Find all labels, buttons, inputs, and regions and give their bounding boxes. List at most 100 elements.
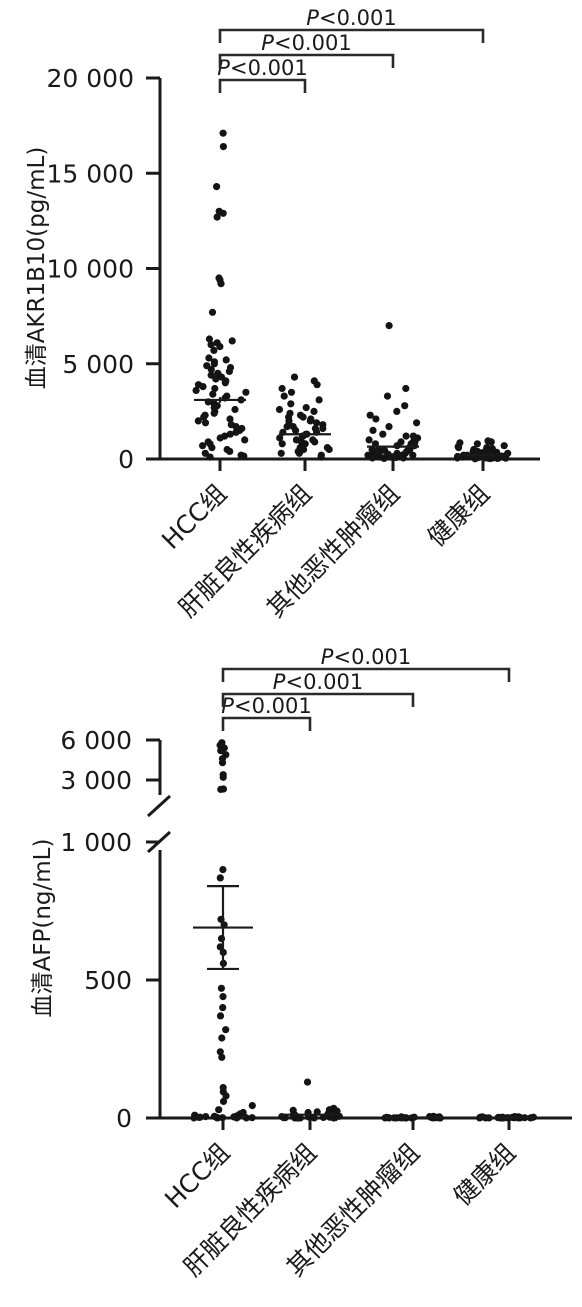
akr1b10-chart: 0 5 000 10 000 15 000 20 000 血清AKR1B10(pg/mL)…	[24, 6, 540, 623]
data-point	[217, 747, 225, 755]
data-point	[219, 1097, 228, 1105]
significance-bracket	[221, 667, 511, 682]
data-point	[294, 1114, 302, 1122]
data-point	[201, 419, 210, 427]
data-point	[287, 400, 295, 408]
data-point	[242, 1114, 250, 1122]
data-point	[216, 434, 224, 442]
data-point	[310, 407, 318, 415]
y-tick-label: 15 000	[47, 159, 134, 188]
data-point	[218, 1034, 226, 1042]
data-point	[302, 404, 310, 412]
data-point	[209, 390, 217, 398]
data-point	[281, 1114, 289, 1122]
data-point	[217, 984, 225, 992]
y-tick-label: 5 000	[62, 350, 134, 379]
p-value-rest: <0.001	[333, 645, 411, 669]
data-point	[226, 430, 234, 438]
data-point	[248, 1102, 256, 1110]
data-point	[218, 1053, 226, 1061]
data-point	[402, 384, 410, 393]
data-point	[310, 1114, 318, 1122]
data-point	[213, 213, 221, 221]
data-point	[319, 424, 327, 433]
data-point	[290, 373, 299, 381]
data-point	[217, 280, 225, 288]
data-point	[210, 409, 218, 417]
data-point	[401, 402, 409, 410]
data-point	[298, 438, 306, 446]
data-point	[402, 432, 410, 440]
data-point	[219, 866, 227, 874]
data-point	[315, 396, 323, 404]
data-point	[216, 1048, 224, 1056]
data-point	[311, 438, 319, 446]
data-point	[376, 453, 384, 461]
data-point	[323, 444, 331, 452]
data-point	[276, 434, 284, 442]
data-point	[364, 451, 372, 459]
data-point	[200, 413, 208, 421]
significance-bracket	[218, 78, 307, 93]
data-point	[232, 428, 240, 436]
data-point	[295, 449, 303, 457]
y-axis-label: 血清AFP(ng/mL)	[30, 839, 56, 1018]
data-point	[202, 1113, 210, 1121]
y-tick-label: 500	[84, 966, 132, 995]
data-point	[225, 367, 233, 375]
data-point	[207, 365, 215, 374]
data-point	[212, 375, 220, 383]
data-point	[379, 430, 387, 438]
p-value-rest: <0.001	[274, 31, 352, 55]
data-point	[283, 423, 291, 431]
data-point	[240, 452, 248, 460]
data-point	[222, 356, 230, 364]
data-point	[194, 417, 202, 425]
p-value-italic: P	[273, 670, 286, 694]
data-point	[312, 419, 321, 427]
data-point	[219, 209, 227, 217]
data-point	[383, 392, 392, 400]
p-value-rest: <0.001	[285, 670, 363, 694]
data-point	[411, 438, 419, 446]
p-value-label: P<0.001	[217, 56, 307, 80]
data-point	[219, 993, 227, 1001]
y-tick-label: 20 000	[47, 64, 134, 93]
data-point	[213, 1114, 222, 1122]
data-point	[218, 759, 227, 767]
significance-bracket	[218, 28, 485, 43]
data-point	[208, 444, 216, 452]
data-point	[413, 419, 421, 427]
data-point	[228, 337, 236, 345]
data-point	[219, 143, 227, 151]
data-point	[329, 1114, 338, 1122]
axis-break-mark	[146, 794, 172, 818]
data-point	[233, 1114, 241, 1122]
data-point	[219, 1004, 227, 1012]
data-point	[201, 449, 209, 457]
p-value-rest: <0.001	[234, 694, 312, 718]
p-value-label: P<0.001	[321, 645, 411, 669]
data-point	[280, 392, 288, 400]
data-point	[393, 407, 401, 415]
data-point	[487, 438, 495, 446]
data-point	[287, 388, 296, 396]
data-point	[365, 436, 373, 444]
data-point	[275, 405, 284, 414]
data-point	[222, 1092, 230, 1100]
y-tick-label: 3 000	[60, 766, 132, 795]
p-value-label: P<0.001	[306, 6, 396, 30]
data-point	[493, 454, 502, 462]
data-point	[292, 426, 300, 434]
y-tick-label: 0	[116, 1104, 132, 1133]
significance-bracket	[221, 716, 312, 731]
data-point	[226, 447, 234, 455]
y-tick-label: 1 000	[60, 828, 132, 857]
y-tick-label: 6 000	[60, 726, 132, 755]
data-point	[399, 454, 407, 462]
data-point	[409, 451, 417, 459]
data-point	[231, 405, 239, 414]
p-value-label: P<0.001	[261, 31, 351, 55]
data-point	[199, 383, 207, 391]
x-category-label: HCC组	[159, 1138, 235, 1214]
